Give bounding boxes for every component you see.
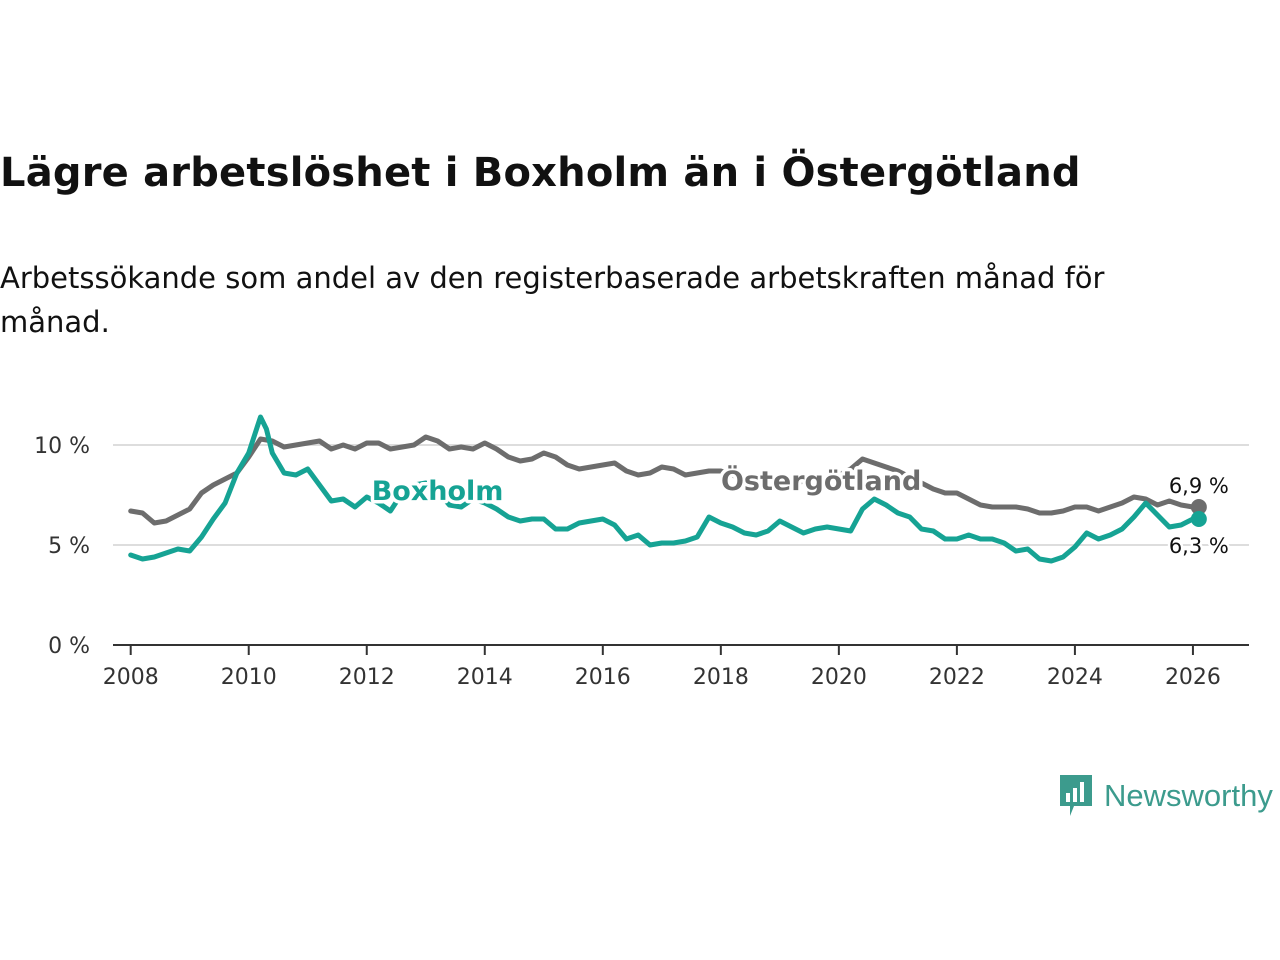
x-tick-label: 2020	[811, 665, 867, 690]
x-tick-label: 2010	[221, 665, 277, 690]
newsworthy-logo[interactable]: Newsworthy	[1058, 773, 1273, 819]
x-tick-label: 2018	[693, 665, 749, 690]
brand-name: Newsworthy	[1104, 778, 1273, 813]
x-tick-label: 2012	[339, 665, 395, 690]
line-chart: 0 %5 %10 % 2008 2010 2012 2014 2016 2018 2020 2…	[34, 414, 1249, 690]
series-stergtland-end-point	[1190, 499, 1207, 515]
series-stergtland-label-halo: Östergötland	[721, 464, 921, 497]
x-tick-label: 2022	[929, 665, 985, 690]
series-boxholm-line	[128, 414, 1202, 564]
x-axis-ticks: 2008 2010 2012 2014 2016 2018 2020 2022 2024 2026	[103, 645, 1221, 690]
series-boxholm-label: Boxholm	[372, 476, 504, 507]
x-tick-label: 2026	[1165, 665, 1221, 690]
y-tick-label: 5 %	[48, 534, 90, 559]
series-lines	[128, 414, 1207, 564]
series-boxholm-label-halo: Boxholm	[372, 476, 504, 507]
x-tick-label: 2024	[1047, 665, 1103, 690]
series-boxholm-end-label: 6,3 %	[1169, 534, 1229, 558]
chart-subtitle: Arbetssökande som andel av den registerb…	[0, 261, 1105, 339]
series-boxholm-end-point	[1190, 511, 1207, 527]
series-boxholm-end-label-halo: 6,3 %	[1169, 534, 1229, 558]
y-axis-ticks: 0 % 5 % 10 %	[34, 434, 90, 659]
y-tick-label: 0 %	[48, 634, 90, 659]
series-stergtland-end-label-halo: 6,9 %	[1169, 474, 1229, 498]
series-stergtland-line	[128, 434, 1202, 526]
x-tick-label: 2016	[575, 665, 631, 690]
series-stergtland-end-label: 6,9 %	[1169, 474, 1229, 498]
x-tick-label: 2008	[103, 665, 159, 690]
y-tick-label: 10 %	[34, 434, 90, 459]
x-tick-label: 2014	[457, 665, 513, 690]
chart-title: Lägre arbetslöshet i Boxholm än i Österg…	[0, 150, 1081, 196]
series-stergtland-label: Östergötland	[721, 464, 921, 497]
bar-chart-speech-icon	[1060, 775, 1092, 816]
